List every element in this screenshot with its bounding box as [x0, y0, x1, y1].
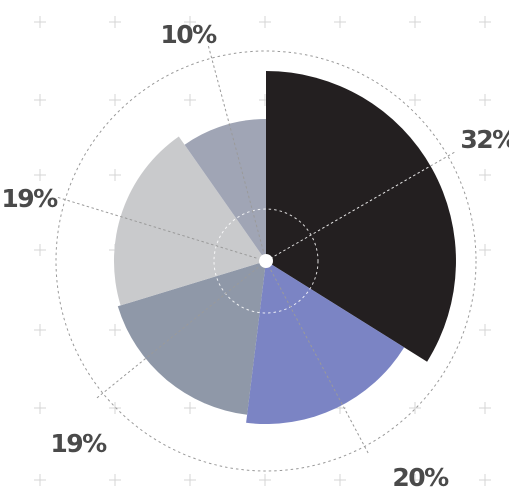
- grid-plus-marker-5: [409, 16, 421, 28]
- outer-dashed-ring: [55, 50, 477, 472]
- leader-line-2: [96, 260, 267, 399]
- grid-plus-marker-28: [34, 324, 46, 336]
- grid-plus-marker-41: [479, 402, 491, 414]
- grid-plus-marker-20: [479, 169, 491, 181]
- leader-line-3: [57, 196, 267, 262]
- center-dot: [259, 254, 273, 268]
- slice-10-4: [184, 119, 266, 261]
- slice-label-0: 32%: [460, 125, 509, 154]
- slice-19-3: [113, 136, 267, 306]
- grid-plus-marker-40: [409, 402, 421, 414]
- grid-plus-marker-45: [259, 474, 271, 486]
- grid-plus-marker-14: [34, 169, 46, 181]
- grid-plus-marker-8: [109, 94, 121, 106]
- leader-line-4: [207, 43, 267, 262]
- grid-plus-marker-44: [184, 474, 196, 486]
- leader-line-extension-0: [430, 151, 456, 167]
- grid-plus-marker-27: [479, 244, 491, 256]
- slice-32-0: [266, 71, 456, 362]
- grid-plus-marker-29: [109, 324, 121, 336]
- slice-label-1: 20%: [392, 463, 449, 488]
- slice-label-2: 19%: [50, 429, 107, 458]
- grid-plus-marker-43: [109, 474, 121, 486]
- slice-20-1: [246, 261, 405, 425]
- leader-line-1: [265, 260, 370, 456]
- slice-19-2: [117, 261, 266, 415]
- slice-label-4: 10%: [160, 20, 217, 49]
- grid-plus-marker-1: [109, 16, 121, 28]
- leader-line-0: [265, 158, 444, 262]
- grid-plus-marker-37: [184, 402, 196, 414]
- grid-plus-marker-0: [34, 16, 46, 28]
- grid-plus-marker-12: [409, 94, 421, 106]
- grid-plus-marker-6: [479, 16, 491, 28]
- grid-plus-marker-46: [334, 474, 346, 486]
- grid-plus-marker-13: [479, 94, 491, 106]
- grid-plus-marker-36: [109, 402, 121, 414]
- grid-plus-marker-7: [34, 94, 46, 106]
- grid-plus-marker-15: [109, 169, 121, 181]
- grid-plus-marker-9: [184, 94, 196, 106]
- slice-label-3: 19%: [1, 184, 58, 213]
- leader-lines: [57, 43, 456, 456]
- grid-plus-marker-34: [479, 324, 491, 336]
- grid-plus-marker-4: [334, 16, 346, 28]
- slices: [113, 71, 456, 425]
- slice-labels: 32% 20% 19% 19% 10%: [1, 20, 509, 492]
- grid-plus-marker-2: [184, 16, 196, 28]
- grid-plus-marker-35: [34, 402, 46, 414]
- grid-plus-marker-21: [34, 244, 46, 256]
- grid-plus-marker-48: [479, 474, 491, 486]
- inner-dashed-ring: [213, 208, 319, 314]
- grid-plus-marker-47: [409, 474, 421, 486]
- grid-plus-marker-3: [259, 16, 271, 28]
- grid-plus-marker-42: [34, 474, 46, 486]
